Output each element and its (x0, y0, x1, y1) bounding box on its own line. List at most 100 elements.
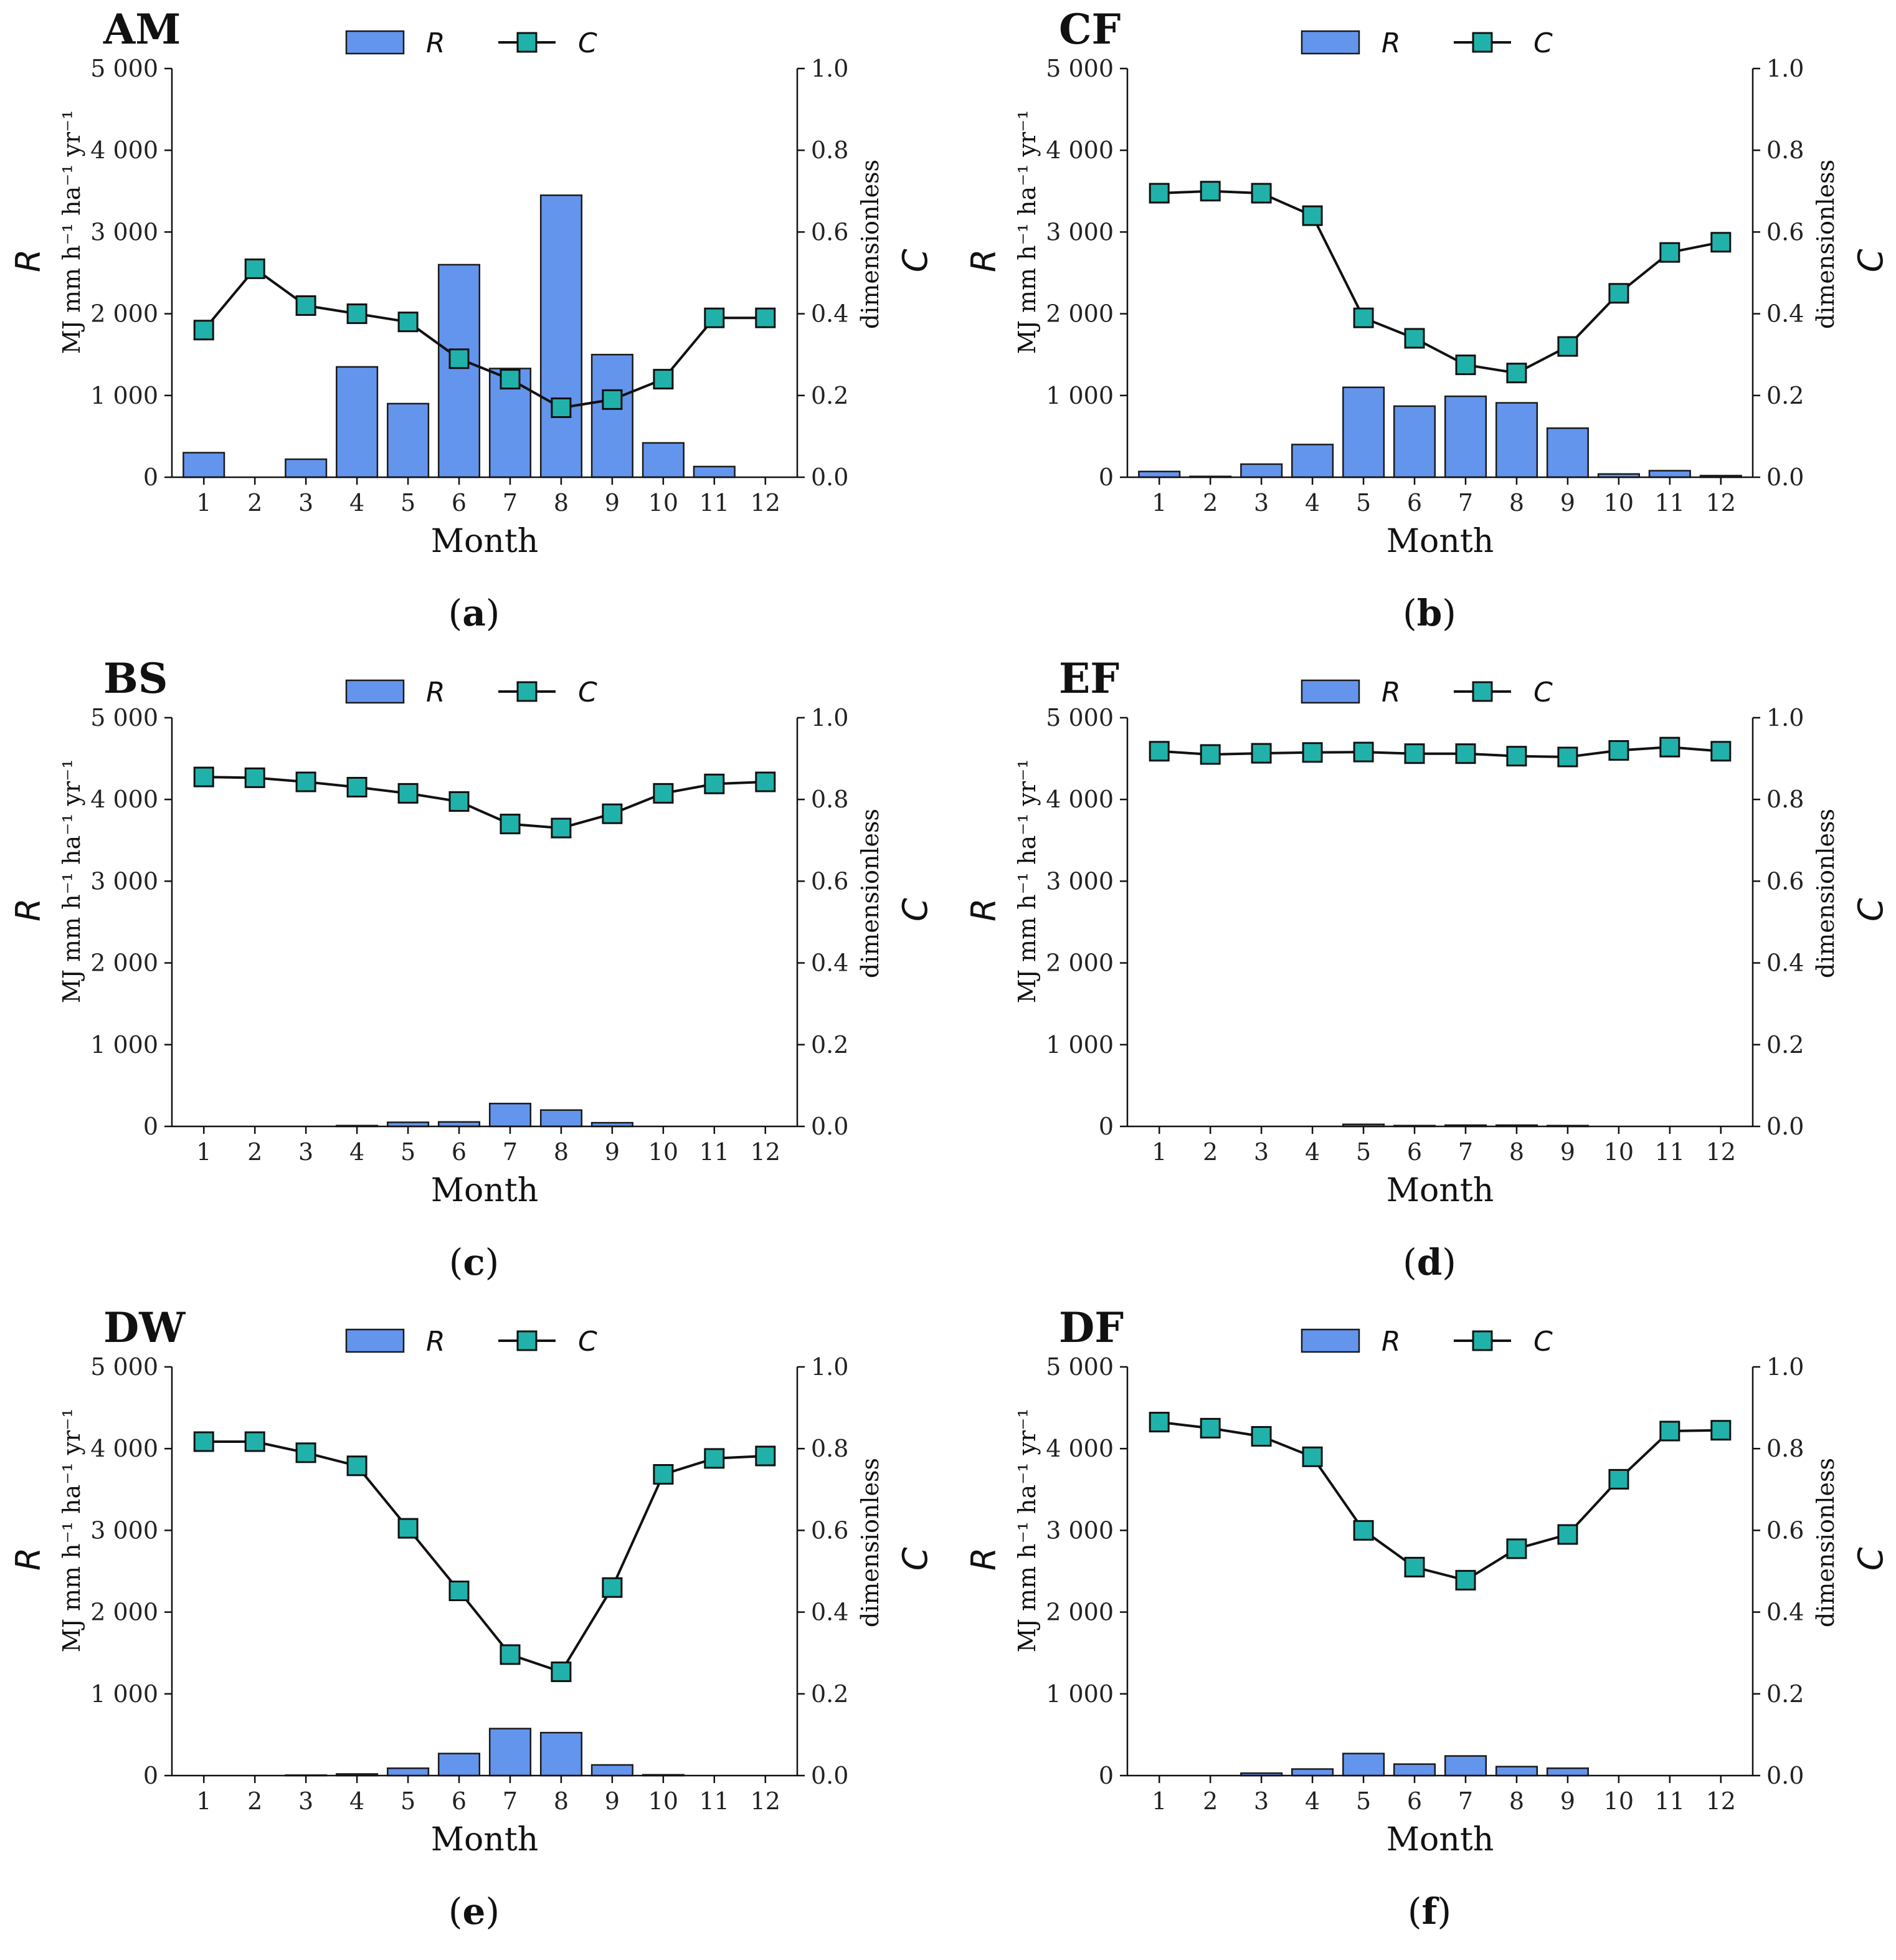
x-tick-label: 6 (452, 1787, 467, 1815)
x-tick-label: 7 (1458, 1138, 1473, 1166)
c-point-month-11 (704, 773, 725, 794)
legend-r-swatch (1301, 679, 1360, 704)
c-point-month-5 (397, 1518, 419, 1539)
c-point-month-6 (1404, 328, 1425, 349)
x-tick-label: 5 (401, 1787, 415, 1815)
c-point-month-9 (1557, 336, 1578, 357)
y-left-tick-label: 1 000 (1046, 1680, 1114, 1708)
panel-title: EF (1059, 654, 1119, 703)
chart-panel-b: 0 1 000 2 000 3 000 4 000 5 000 0.0 0.2 0.4 0.6 0.… (955, 0, 1896, 653)
y-right-tick-label: 0.4 (811, 300, 848, 328)
y-left-tick-label: 4 000 (90, 1435, 158, 1462)
bar-r-month-5 (1342, 386, 1385, 478)
c-point-month-8 (551, 397, 572, 418)
c-point-month-7 (1455, 743, 1476, 764)
c-point-month-8 (1506, 746, 1527, 767)
bar-r-month-6 (437, 1753, 481, 1777)
x-tick-label: 10 (648, 489, 678, 516)
x-tick-label: 11 (1655, 1138, 1685, 1166)
y-left-axis-unit: MJ mm h⁻¹ ha⁻¹ yr⁻¹ (1013, 110, 1041, 354)
c-point-month-3 (295, 771, 316, 792)
y-left-tick-label: 2 000 (90, 949, 158, 977)
y-right-axis-label: C (1851, 898, 1890, 921)
y-left-tick-label: 5 000 (1046, 704, 1114, 731)
y-left-tick-label: 2 000 (90, 300, 158, 328)
x-tick-label: 6 (452, 1138, 467, 1166)
c-point-month-11 (704, 1448, 725, 1469)
y-right-tick-label: 1.0 (811, 55, 848, 82)
y-right-axis-unit: dimensionless (856, 1458, 884, 1627)
y-left-tick-label: 3 000 (1046, 867, 1114, 895)
y-left-tick-label: 4 000 (1046, 136, 1114, 164)
c-point-month-5 (397, 783, 419, 804)
legend-c-marker (516, 32, 538, 53)
x-tick-label: 9 (1560, 1138, 1575, 1166)
x-tick-label: 8 (1509, 1787, 1524, 1815)
x-tick-label: 8 (554, 1138, 569, 1166)
legend-c-label: C (578, 677, 597, 708)
y-left-tick-label: 1 000 (90, 1031, 158, 1058)
chart-panel-a: 0 1 000 2 000 3 000 4 000 5 000 0.0 0.2 0.4 0.6 0.… (0, 0, 948, 653)
c-point-month-1 (1149, 741, 1170, 762)
legend-r-swatch (345, 679, 405, 704)
x-tick-label: 8 (554, 489, 569, 516)
c-point-month-11 (1659, 736, 1680, 758)
x-tick-label: 2 (247, 1787, 262, 1815)
c-point-month-8 (551, 1661, 572, 1682)
bar-r-month-8 (539, 194, 583, 478)
x-tick-label: 3 (298, 489, 313, 516)
y-left-tick-label: 5 000 (1046, 1353, 1114, 1381)
x-tick-label: 7 (503, 1787, 518, 1815)
chart-svg: 0 1 000 2 000 3 000 4 000 5 000 0.0 0.2 0.4 0.6 0.… (9, 5, 935, 560)
x-tick-label: 7 (503, 1138, 518, 1166)
y-left-tick-label: 1 000 (1046, 1031, 1114, 1058)
chart-panel-d: 0 1 000 2 000 3 000 4 000 5 000 0.0 0.2 0.4 0.6 0.… (955, 649, 1896, 1302)
bar-r-month-5 (387, 402, 430, 478)
c-point-month-12 (1710, 1420, 1732, 1441)
y-left-axis-label: R (964, 1548, 1003, 1571)
panel-title: CF (1059, 5, 1121, 54)
c-point-month-12 (1710, 741, 1732, 762)
c-point-month-10 (1608, 283, 1629, 304)
y-right-axis-label: C (896, 898, 935, 921)
y-right-tick-label: 0.8 (1766, 786, 1804, 813)
c-point-month-8 (1506, 363, 1527, 384)
bar-r-month-1 (1138, 470, 1181, 478)
legend-c-marker (1472, 32, 1493, 53)
c-point-month-4 (346, 303, 367, 325)
legend-c-marker (1472, 681, 1493, 702)
y-right-tick-label: 0.0 (811, 464, 848, 491)
c-point-month-4 (346, 1455, 367, 1477)
chart-svg: 0 1 000 2 000 3 000 4 000 5 000 0.0 0.2 0.4 0.6 0.… (964, 654, 1890, 1209)
legend-c-label: C (578, 27, 597, 59)
y-right-tick-label: 0.6 (1766, 867, 1804, 895)
y-right-axis-unit: dimensionless (1812, 159, 1839, 329)
c-point-month-8 (551, 817, 572, 839)
legend-r-swatch (1301, 30, 1360, 55)
legend-c-label: C (1533, 1326, 1553, 1358)
y-left-tick-label: 0 (143, 1113, 158, 1140)
x-tick-label: 5 (401, 489, 415, 516)
y-right-tick-label: 0.4 (1766, 949, 1804, 977)
bar-r-month-9 (590, 1764, 633, 1777)
c-point-month-3 (295, 1442, 316, 1463)
x-tick-label: 9 (1560, 1787, 1575, 1815)
c-point-month-5 (1353, 1520, 1374, 1541)
x-tick-label: 1 (1152, 1787, 1167, 1815)
bar-r-month-3 (285, 458, 328, 478)
legend-r-label: R (426, 27, 445, 59)
y-right-tick-label: 1.0 (811, 1353, 848, 1381)
c-series-line (202, 267, 766, 409)
c-point-month-4 (1302, 205, 1323, 226)
y-right-tick-label: 0.0 (1766, 1762, 1804, 1789)
y-right-tick-label: 0.4 (1766, 300, 1804, 328)
bar-r-month-8 (539, 1731, 583, 1777)
y-left-axis-unit: MJ mm h⁻¹ ha⁻¹ yr⁻¹ (58, 1409, 85, 1653)
panel-caption: (b) (1403, 592, 1456, 634)
y-right-tick-label: 0.4 (811, 949, 848, 977)
panel-caption: (e) (448, 1890, 500, 1933)
y-left-axis-unit: MJ mm h⁻¹ ha⁻¹ yr⁻¹ (58, 759, 85, 1004)
y-right-tick-label: 0.2 (811, 382, 848, 409)
y-left-tick-label: 4 000 (90, 136, 158, 164)
